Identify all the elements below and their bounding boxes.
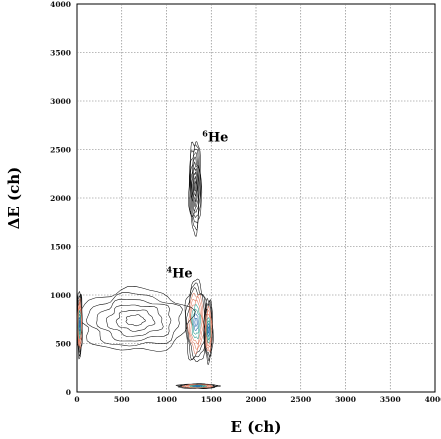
contour-line [187, 384, 209, 388]
peak-mass-number: 4 [167, 265, 173, 275]
contour-plot [76, 141, 221, 389]
contour-line [190, 156, 200, 216]
y-tick-labels: 0 500 1000 1500 2000 2500 3000 3500 4000 [50, 0, 71, 397]
contour-line [194, 180, 197, 192]
contour-line [205, 305, 213, 353]
contour-line [77, 295, 83, 354]
contour-line [86, 292, 183, 347]
contour-line [193, 175, 197, 197]
contour-line [185, 282, 207, 361]
contour-line [125, 314, 146, 327]
contour-line [190, 152, 200, 218]
contour-line [191, 161, 199, 212]
x-axis-label: E (ch) [231, 418, 282, 436]
x-tick-label: 3000 [335, 395, 356, 404]
grid [77, 4, 435, 392]
y-tick-label: 2500 [50, 146, 71, 155]
contour-line [192, 167, 199, 207]
contour-line [194, 317, 198, 327]
x-tick-label: 2000 [246, 395, 267, 404]
contour-line [205, 309, 212, 349]
x-tick-label: 0 [74, 395, 79, 404]
contour-line [77, 305, 82, 343]
contour-line [205, 313, 211, 346]
y-tick-label: 2000 [50, 194, 71, 203]
x-tick-label: 1500 [201, 395, 222, 404]
y-tick-label: 4000 [50, 0, 71, 9]
peak-element: He [208, 131, 229, 146]
contour-line [190, 299, 203, 345]
y-tick-label: 3000 [50, 97, 71, 106]
x-tick-label: 1000 [156, 395, 177, 404]
peak-mass-number: 6 [202, 129, 208, 139]
contour-line [192, 308, 200, 335]
contour-line [188, 296, 204, 350]
contour-line [76, 293, 83, 357]
contour-line [115, 309, 156, 332]
contour-line [193, 313, 199, 331]
contour-line [206, 317, 211, 344]
y-tick-label: 500 [55, 340, 71, 349]
contour-line [195, 385, 201, 387]
contour-line [190, 148, 201, 224]
y-tick-label: 3500 [50, 49, 71, 58]
contour-line [106, 304, 164, 337]
y-tick-label: 1000 [50, 291, 71, 300]
contour-line [187, 292, 205, 355]
y-axis-label: ΔE (ch) [5, 167, 23, 230]
contour-line [186, 287, 205, 359]
contour-line [96, 298, 172, 342]
x-tick-label: 500 [114, 395, 130, 404]
contour-line [207, 322, 210, 338]
contour-line [191, 304, 201, 339]
contour-line [203, 297, 214, 365]
peak-element: He [172, 267, 193, 282]
x-tick-label: 4000 [425, 395, 441, 404]
y-tick-label: 0 [66, 388, 71, 397]
contour-line [79, 319, 81, 329]
y-tick-label: 1500 [50, 243, 71, 252]
contour-line [192, 171, 198, 203]
contour-line [78, 313, 81, 336]
x-tick-labels: 0 500 1000 1500 2000 2500 3000 3500 4000 [74, 395, 441, 404]
peak-label: 6He [202, 129, 228, 146]
contour-line [207, 326, 210, 334]
x-tick-label: 2500 [290, 395, 311, 404]
contour-line [78, 309, 82, 340]
contour-line [189, 384, 208, 388]
contour-line [184, 278, 208, 362]
contour-line [189, 144, 202, 231]
contour-line [206, 320, 211, 341]
peak-label: 4He [167, 265, 193, 282]
x-tick-label: 3500 [380, 395, 401, 404]
